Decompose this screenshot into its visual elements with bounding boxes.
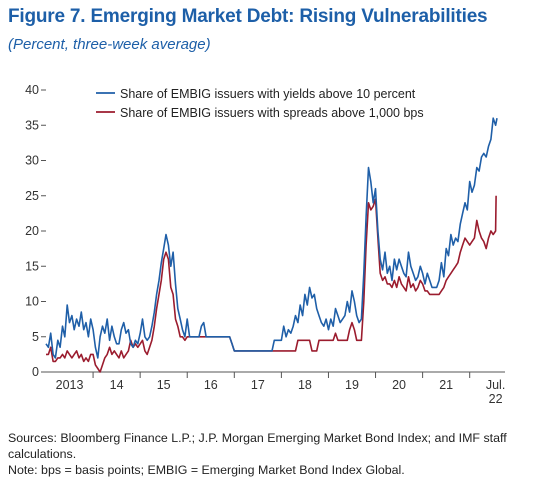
x-tick-label-line: 16 [204, 378, 218, 392]
x-tick-label-line: 2013 [56, 378, 84, 392]
chart-series [45, 117, 498, 373]
figure-subtitle: (Percent, three-week average) [8, 36, 211, 53]
y-tick-label: 10 [25, 295, 39, 309]
y-tick-label: 20 [25, 224, 39, 238]
x-tick-label: 17 [251, 378, 265, 392]
x-tick-label-line: 15 [157, 378, 171, 392]
abbreviations-note: Note: bps = basis points; EMBIG = Emergi… [8, 463, 405, 477]
x-tick-label-line: 22 [489, 392, 503, 406]
x-tick-label-line: 21 [439, 378, 453, 392]
x-tick-label: 16 [204, 378, 218, 392]
x-tick-label: 14 [110, 378, 124, 392]
x-tick-label: Jul. 22 [486, 378, 505, 406]
legend-label: Share of EMBIG issuers with spreads abov… [120, 106, 424, 120]
y-tick-label: 15 [25, 259, 39, 273]
x-tick-label: 20 [392, 378, 406, 392]
y-tick-label: 25 [25, 189, 39, 203]
x-tick-label: 15 [157, 378, 171, 392]
x-tick-label: 19 [345, 378, 359, 392]
legend-label: Share of EMBIG issuers with yields above… [120, 87, 416, 101]
x-tick-label-line: 17 [251, 378, 265, 392]
x-tick-label-line: 19 [345, 378, 359, 392]
x-tick-label-line: Jul. [486, 378, 505, 392]
sources-note: Sources: Bloomberg Finance L.P.; J.P. Mo… [8, 431, 507, 461]
x-tick-label-line: 18 [298, 378, 312, 392]
y-tick-label: 40 [25, 83, 39, 97]
x-tick-label: 21 [439, 378, 453, 392]
x-tick-label: 18 [298, 378, 312, 392]
y-tick-label: 30 [25, 154, 39, 168]
x-tick-label: 2013 [56, 378, 84, 392]
chart-axes: 0 5 10 15 20 25 30 35 40 2013 14 15 16 17 18 19 20 21 Jul.… [25, 83, 505, 406]
line-chart: 0 5 10 15 20 25 30 35 40 2013 14 15 16 17 18 19 20 21 Jul.… [25, 83, 505, 406]
series-line-yields-above-10-percent [45, 117, 498, 359]
y-tick-label: 0 [32, 365, 39, 379]
figure-title: Figure 7. Emerging Market Debt: Rising V… [8, 6, 488, 27]
y-tick-label: 35 [25, 118, 39, 132]
figure-footer: Sources: Bloomberg Finance L.P.; J.P. Mo… [8, 430, 533, 478]
x-tick-label-line: 20 [392, 378, 406, 392]
series-line-spreads-above-1000-bps [46, 195, 497, 373]
y-tick-label: 5 [32, 330, 39, 344]
x-tick-label-line: 14 [110, 378, 124, 392]
chart-legend: Share of EMBIG issuers with yields above… [96, 87, 424, 120]
